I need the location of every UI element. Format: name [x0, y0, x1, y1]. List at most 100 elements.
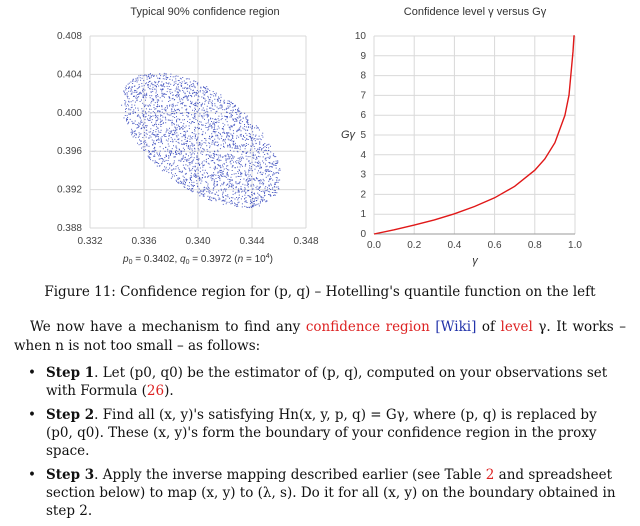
- scatter-point: [226, 116, 228, 117]
- scatter-point: [196, 91, 198, 93]
- scatter-point: [173, 123, 175, 124]
- scatter-point: [234, 198, 236, 200]
- scatter-point: [192, 86, 194, 88]
- scatter-point: [205, 142, 207, 144]
- scatter-point: [226, 133, 228, 135]
- scatter-point: [148, 74, 150, 76]
- formula-ref-link[interactable]: 26: [146, 383, 165, 399]
- scatter-point: [161, 119, 163, 121]
- scatter-point: [227, 171, 228, 173]
- scatter-point: [239, 170, 240, 172]
- scatter-point: [228, 132, 230, 134]
- scatter-point: [149, 80, 151, 82]
- scatter-point: [165, 74, 167, 76]
- scatter-point: [191, 95, 192, 97]
- scatter-point: [151, 100, 153, 102]
- scatter-point: [244, 174, 246, 176]
- scatter-point: [230, 126, 232, 128]
- scatter-point: [191, 138, 193, 140]
- scatter-point: [228, 154, 230, 156]
- wiki-link[interactable]: [Wiki]: [435, 319, 477, 335]
- scatter-point: [205, 187, 207, 189]
- scatter-point: [186, 82, 188, 84]
- scatter-point: [252, 127, 253, 129]
- scatter-point: [207, 189, 209, 190]
- scatter-point: [183, 135, 185, 137]
- scatter-point: [197, 84, 199, 86]
- scatter-point: [217, 159, 219, 161]
- scatter-point: [219, 105, 221, 107]
- scatter-point: [235, 173, 237, 175]
- scatter-point: [137, 125, 139, 127]
- scatter-point: [201, 161, 203, 163]
- scatter-point: [177, 80, 179, 81]
- scatter-point: [184, 86, 186, 88]
- scatter-point: [256, 203, 258, 205]
- scatter-point: [240, 179, 241, 180]
- scatter-point: [184, 135, 186, 137]
- scatter-point: [153, 84, 155, 86]
- scatter-point: [259, 194, 261, 196]
- scatter-point: [173, 162, 175, 164]
- scatter-point: [174, 126, 176, 128]
- scatter-point: [268, 188, 270, 190]
- scatter-point: [175, 110, 177, 112]
- level-link[interactable]: level: [500, 319, 533, 335]
- scatter-point: [227, 138, 229, 140]
- scatter-point: [206, 105, 208, 107]
- scatter-point: [155, 88, 157, 90]
- scatter-point: [144, 140, 146, 142]
- scatter-point: [235, 161, 236, 163]
- scatter-point: [258, 147, 260, 149]
- scatter-point: [258, 203, 260, 205]
- scatter-point: [145, 113, 147, 115]
- scatter-point: [133, 131, 135, 133]
- scatter-y-tick-label: 0.392: [57, 185, 82, 196]
- scatter-point: [199, 121, 201, 123]
- scatter-point: [155, 120, 157, 122]
- scatter-point: [205, 140, 207, 142]
- scatter-point: [263, 162, 265, 164]
- scatter-point: [160, 84, 162, 86]
- scatter-point: [174, 175, 175, 177]
- scatter-point: [237, 117, 239, 119]
- scatter-point: [170, 73, 172, 75]
- scatter-point: [238, 109, 240, 111]
- scatter-point: [207, 162, 209, 164]
- scatter-point: [206, 91, 207, 93]
- scatter-point: [161, 163, 163, 165]
- scatter-point: [203, 113, 205, 115]
- scatter-point: [177, 167, 179, 169]
- scatter-point: [245, 153, 247, 154]
- scatter-point: [214, 197, 216, 199]
- scatter-point: [154, 162, 156, 164]
- scatter-point: [229, 149, 231, 151]
- scatter-point: [205, 122, 207, 124]
- scatter-point: [209, 99, 211, 100]
- scatter-point: [155, 81, 157, 83]
- scatter-point: [236, 204, 238, 205]
- scatter-point: [131, 134, 133, 136]
- scatter-point: [245, 200, 247, 202]
- scatter-point: [158, 136, 159, 138]
- scatter-point: [229, 143, 231, 145]
- scatter-point: [182, 103, 183, 105]
- scatter-point: [149, 81, 150, 82]
- table-ref-link[interactable]: 2: [485, 467, 495, 483]
- scatter-point: [216, 181, 218, 183]
- scatter-point: [202, 148, 204, 150]
- scatter-point: [162, 122, 164, 124]
- scatter-point: [124, 115, 126, 116]
- confidence-region-link[interactable]: confidence region: [305, 319, 430, 335]
- scatter-point: [235, 112, 237, 113]
- scatter-point: [149, 85, 151, 87]
- scatter-point: [139, 93, 141, 95]
- scatter-point: [259, 167, 261, 169]
- scatter-point: [193, 176, 195, 177]
- scatter-point: [256, 157, 257, 159]
- scatter-point: [266, 147, 267, 148]
- scatter-point: [182, 175, 184, 177]
- scatter-point: [167, 160, 169, 161]
- scatter-point: [232, 197, 234, 199]
- scatter-point: [237, 146, 239, 148]
